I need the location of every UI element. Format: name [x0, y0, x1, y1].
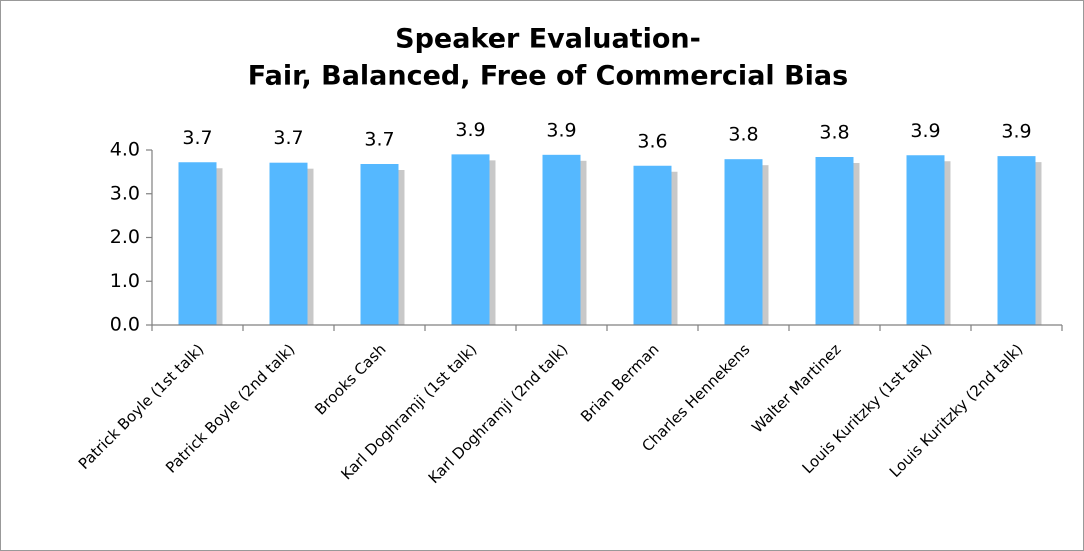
chart-title: Speaker Evaluation-: [395, 24, 701, 55]
bar: [269, 162, 308, 325]
data-label: 3.7: [364, 129, 394, 151]
bar: [178, 162, 217, 325]
y-tick-label: 2.0: [110, 226, 140, 248]
chart-title: Fair, Balanced, Free of Commercial Bias: [248, 61, 848, 92]
data-label: 3.7: [273, 127, 303, 149]
data-label: 3.8: [819, 122, 849, 144]
data-label: 3.9: [910, 120, 940, 142]
data-label: 3.9: [1001, 121, 1031, 143]
data-label: 3.8: [728, 124, 758, 146]
data-label: 3.7: [182, 127, 212, 149]
y-tick-label: 0.0: [110, 314, 140, 336]
bar: [633, 165, 672, 325]
y-tick-label: 4.0: [110, 139, 140, 161]
bar: [815, 157, 854, 325]
bar: [360, 164, 399, 325]
y-tick-label: 1.0: [110, 270, 140, 292]
bar: [906, 155, 945, 325]
bar: [542, 154, 581, 325]
y-tick-label: 3.0: [110, 182, 140, 204]
data-label: 3.9: [546, 119, 576, 141]
bar: [997, 156, 1036, 325]
data-label: 3.9: [455, 119, 485, 141]
data-label: 3.6: [637, 130, 667, 152]
bar: [451, 154, 490, 325]
bar: [724, 159, 763, 325]
